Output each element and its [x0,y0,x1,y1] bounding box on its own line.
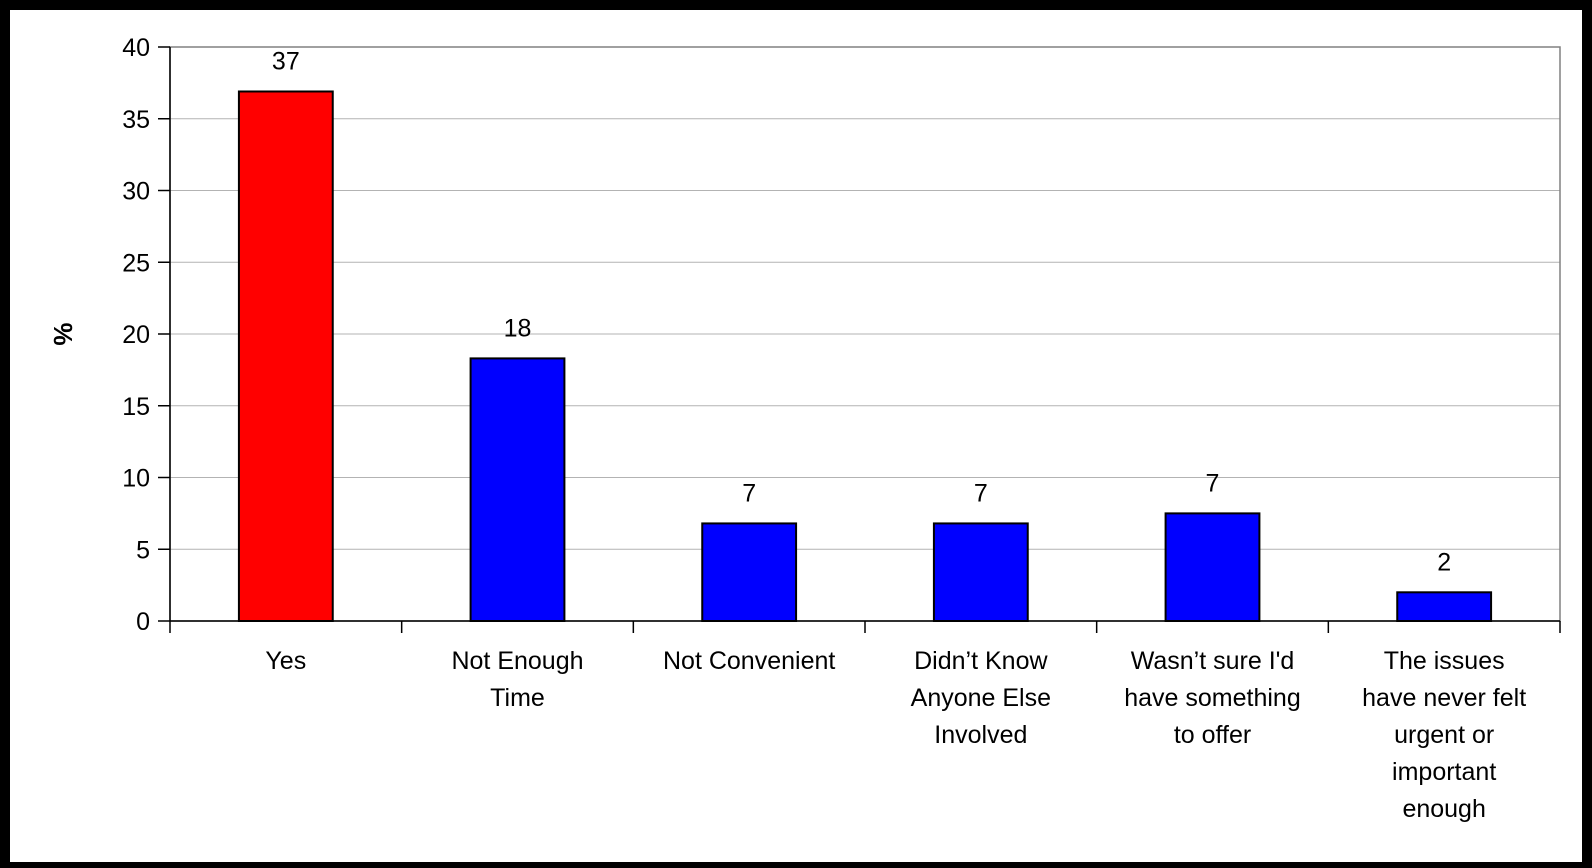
x-category-label: enough [1402,795,1485,823]
x-category-label: Wasn’t sure I'd [1131,647,1295,675]
y-tick-label: 30 [122,178,150,206]
bar [1396,591,1493,622]
x-category-label: Anyone Else [911,684,1051,712]
x-category-label: Time [490,684,545,712]
chart-panel: 0 5 10 15 20 25 30 35 40% 37 Yes 18 Not Enough Time 7 N… [10,10,1582,862]
x-category-label: Not Enough [451,647,583,675]
x-category-label: important [1392,758,1496,786]
x-category-label: urgent or [1394,721,1494,749]
y-tick-label: 5 [136,536,150,564]
bar [237,90,334,623]
y-tick-label: 10 [122,465,150,493]
x-category-label: have something [1124,684,1301,712]
y-tick-label: 35 [122,106,150,134]
data-label: 37 [272,47,300,75]
bar-chart: 0 5 10 15 20 25 30 35 40% 37 Yes 18 Not Enough Time 7 N… [48,34,1561,823]
bar [932,522,1029,622]
bar [701,522,798,622]
bar [469,357,566,622]
x-category-label: Involved [934,721,1027,749]
data-label: 7 [1206,469,1220,497]
x-category-label: The issues [1384,647,1505,675]
data-label: 7 [974,479,988,507]
data-label: 18 [504,314,532,342]
data-label: 7 [742,479,756,507]
y-tick-label: 15 [122,393,150,421]
y-tick-label: 20 [122,321,150,349]
bar [1164,512,1261,622]
data-label: 2 [1437,548,1451,576]
y-tick-label: 0 [136,608,150,636]
y-tick-label: 25 [122,249,150,277]
y-tick-label: 40 [122,34,150,62]
x-category-label: have never felt [1362,684,1526,712]
x-category-label: Yes [265,647,306,675]
y-axis-title: % [48,322,78,345]
x-category-label: Not Convenient [663,647,835,675]
x-category-label: Didn’t Know [914,647,1048,675]
x-category-label: to offer [1174,721,1251,749]
